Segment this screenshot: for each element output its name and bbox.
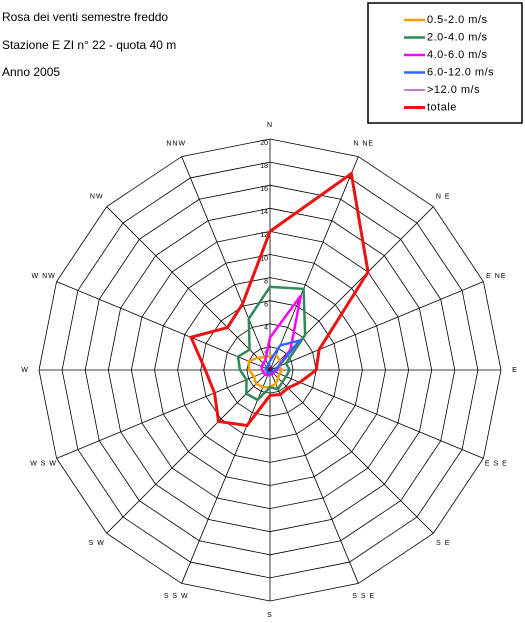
r-tick-label: 6	[264, 302, 268, 309]
direction-label: S S W	[164, 593, 189, 600]
grid-ring	[223, 323, 317, 417]
chart-subtitle: Anno 2005	[2, 65, 60, 79]
direction-label: NW	[90, 194, 104, 201]
grid-ring	[177, 277, 363, 463]
legend-label: totale	[427, 101, 457, 113]
r-tick-label: 8	[264, 278, 268, 285]
legend-label: 2.0-4.0 m/s	[427, 31, 488, 43]
legend-box	[367, 2, 523, 124]
direction-label: W	[21, 367, 29, 374]
direction-label: S W	[89, 540, 105, 547]
direction-label: S E	[436, 540, 450, 547]
r-tick-label: 18	[260, 163, 268, 170]
direction-label: N E	[436, 194, 451, 201]
r-tick-label: 14	[260, 209, 268, 216]
direction-label: E NE	[486, 273, 506, 280]
legend-label: 6.0-12.0 m/s	[427, 66, 494, 78]
chart-subtitle: Stazione E ZI n° 22 - quota 40 m	[2, 38, 176, 52]
series-line	[264, 338, 303, 375]
series-line	[236, 285, 307, 402]
direction-label: S	[267, 612, 273, 619]
grid-ring	[84, 184, 456, 556]
r-tick-label: 20	[260, 140, 268, 147]
direction-label: E S E	[485, 461, 508, 468]
direction-label: N	[267, 122, 273, 129]
direction-label: N NE	[353, 140, 374, 147]
r-tick-label: 10	[260, 255, 268, 262]
direction-label: NNW	[166, 140, 186, 147]
direction-label: W S W	[30, 461, 57, 468]
grid-ring	[154, 254, 386, 486]
series-line	[268, 366, 274, 372]
r-tick-label: 4	[264, 325, 268, 332]
legend-label: 4.0-6.0 m/s	[427, 49, 488, 61]
r-tick-label: 12	[260, 232, 268, 239]
series-line	[188, 171, 370, 428]
direction-label: W NW	[32, 273, 56, 280]
grid-ring	[130, 230, 410, 510]
legend-label: 0.5-2.0 m/s	[427, 14, 488, 26]
r-tick-label: 16	[260, 186, 268, 193]
legend-label: >12.0 m/s	[427, 84, 480, 96]
grid-ring	[61, 161, 479, 579]
grid-ring	[38, 138, 502, 602]
grid-ring	[107, 207, 433, 533]
direction-label: S S E	[352, 593, 375, 600]
chart-title: Rosa dei venti semestre freddo	[2, 10, 168, 24]
direction-label: E	[512, 367, 518, 374]
